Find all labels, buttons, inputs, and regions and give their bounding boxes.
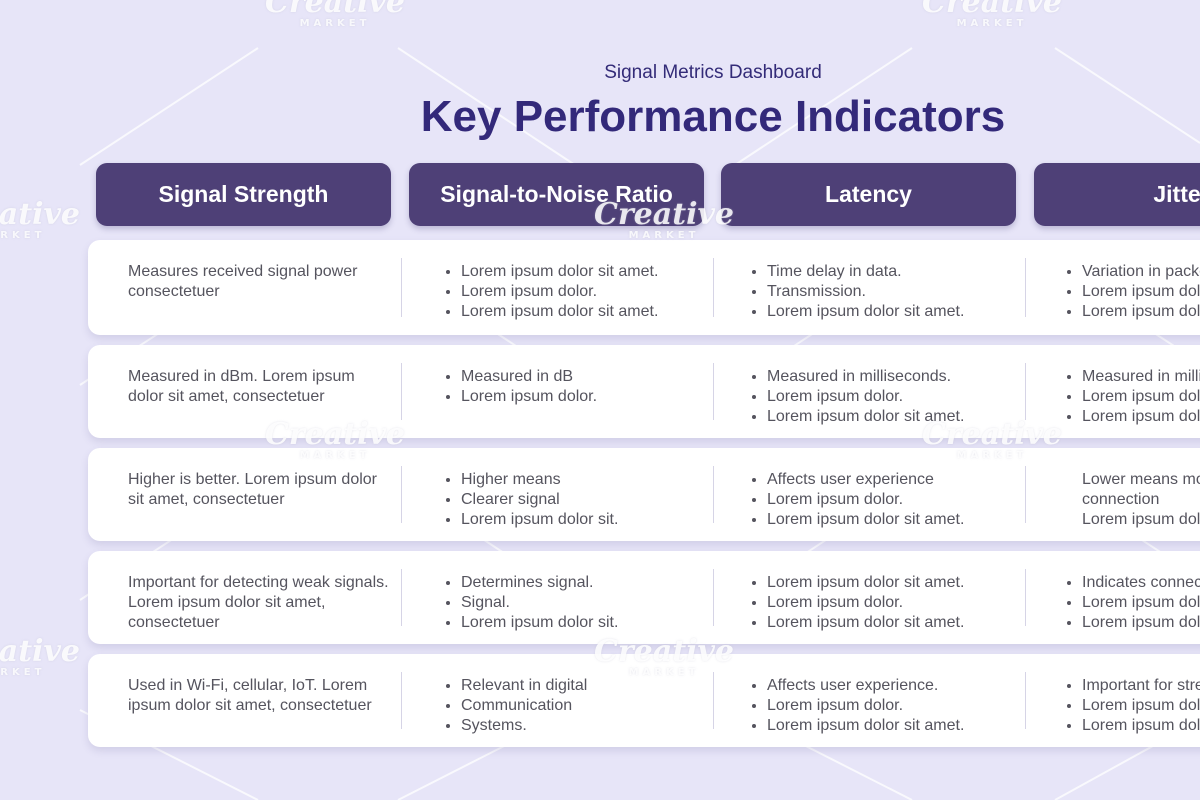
column-divider [401,258,402,317]
jitter-cell: Measured in milliseconds. Lorem ipsum do… [1055,367,1200,427]
list-item: Signal. [461,593,714,613]
jitter-cell: Indicates connection Lorem ipsum dolor. … [1055,573,1200,633]
table-row: Used in Wi-Fi, cellular, IoT. Lorem ipsu… [88,654,1200,747]
list-item: Indicates connection [1082,573,1200,593]
list-item: Clearer signal [461,490,714,510]
list-item: Affects user experience [767,470,1020,490]
list-item: Measured in dB [461,367,714,387]
list-item: Measured in milliseconds. [767,367,1020,387]
list-item: connection [1082,491,1160,508]
column-header-jitter: Jitter [1034,163,1200,226]
column-divider [713,258,714,317]
column-divider [401,672,402,729]
column-header-snr: Signal-to-Noise Ratio [409,163,704,226]
list-item: Lorem ipsum dolor. [461,282,714,302]
list-item: Lorem ipsum dolor sit amet. [1082,302,1200,322]
jitter-cell: Important for streaming Lorem ipsum dolo… [1055,676,1200,736]
list-item: Lorem ipsum dolor sit amet. [767,510,1020,530]
list-item: Transmission. [767,282,1020,302]
signal-strength-cell: Measures received signal power consectet… [128,263,358,300]
list-item: Lorem ipsum dolor. [767,387,1020,407]
list-item: Measured in milliseconds. [1082,367,1200,387]
column-divider [713,569,714,626]
column-divider [401,363,402,420]
list-item: Variation in packet [1082,262,1200,282]
column-divider [401,569,402,626]
dashboard-title: Key Performance Indicators [420,92,1006,141]
list-item: Lorem ipsum dolor sit amet. [461,262,714,282]
list-item: Time delay in data. [767,262,1020,282]
list-item: Determines signal. [461,573,714,593]
list-item: Lorem ipsum dolor sit amet. [767,613,1020,633]
latency-cell: Lorem ipsum dolor sit amet. Lorem ipsum … [740,573,1020,633]
column-divider [1025,363,1026,420]
list-item: Lorem ipsum dolor. [1082,696,1200,716]
latency-cell: Affects user experience Lorem ipsum dolo… [740,470,1020,530]
column-divider [1025,569,1026,626]
table-row: Important for detecting weak signals. Lo… [88,551,1200,644]
list-item: Important for streaming [1082,676,1200,696]
list-item: Higher means [461,470,714,490]
list-item: Lorem ipsum dolor sit amet. [461,302,714,322]
snr-cell: Lorem ipsum dolor sit amet. Lorem ipsum … [434,262,714,322]
latency-cell: Measured in milliseconds. Lorem ipsum do… [740,367,1020,427]
table-row: Measured in dBm. Lorem ipsum dolor sit a… [88,345,1200,438]
dashboard-subtitle: Signal Metrics Dashboard [604,62,822,83]
list-item: Lorem ipsum dolor. [767,490,1020,510]
list-item: Lorem ipsum dolor. [767,593,1020,613]
list-item: Communication [461,696,714,716]
column-header-signal-strength: Signal Strength [96,163,391,226]
list-item: Lorem ipsum dolor sit amet. [767,716,1020,736]
list-item: Lorem ipsum dolor sit amet. [1082,407,1200,427]
list-item: Relevant in digital [461,676,714,696]
list-item: Lorem ipsum dolor sit amet. [1082,511,1200,528]
snr-cell: Determines signal. Signal. Lorem ipsum d… [434,573,714,633]
column-divider [713,466,714,523]
snr-cell: Higher means Clearer signal Lorem ipsum … [434,470,714,530]
list-item: Lorem ipsum dolor. [1082,282,1200,302]
list-item: Lower means more stable [1082,471,1200,488]
column-divider [713,363,714,420]
column-header-latency: Latency [721,163,1016,226]
list-item: Lorem ipsum dolor. [461,387,714,407]
signal-strength-cell: Measured in dBm. Lorem ipsum dolor sit a… [128,368,355,405]
table-row: Higher is better. Lorem ipsum dolor sit … [88,448,1200,541]
column-divider [713,672,714,729]
list-item: Systems. [461,716,714,736]
column-divider [401,466,402,523]
jitter-cell: Variation in packet Lorem ipsum dolor. L… [1055,262,1200,322]
signal-strength-cell: Higher is better. Lorem ipsum dolor sit … [128,471,377,508]
signal-strength-cell: Important for detecting weak signals. Lo… [128,574,389,631]
latency-cell: Time delay in data. Transmission. Lorem … [740,262,1020,322]
list-item: Lorem ipsum dolor sit amet. [767,302,1020,322]
column-divider [1025,258,1026,317]
table-row: Measures received signal power consectet… [88,240,1200,335]
snr-cell: Relevant in digital Communication System… [434,676,714,736]
column-divider [1025,466,1026,523]
list-item: Lorem ipsum dolor sit amet. [1082,716,1200,736]
list-item: Lorem ipsum dolor sit. [461,510,714,530]
list-item: Lorem ipsum dolor sit. [461,613,714,633]
latency-cell: Affects user experience. Lorem ipsum dol… [740,676,1020,736]
column-divider [1025,672,1026,729]
list-item: Lorem ipsum dolor sit amet. [1082,613,1200,633]
list-item: Lorem ipsum dolor sit amet. [767,407,1020,427]
list-item: Affects user experience. [767,676,1020,696]
list-item: Lorem ipsum dolor. [767,696,1020,716]
jitter-cell: Lower means more stable connection Lorem… [1055,470,1200,530]
list-item: Lorem ipsum dolor sit amet. [767,573,1020,593]
snr-cell: Measured in dB Lorem ipsum dolor. [434,367,714,407]
list-item: Lorem ipsum dolor. [1082,387,1200,407]
list-item: Lorem ipsum dolor. [1082,593,1200,613]
signal-strength-cell: Used in Wi-Fi, cellular, IoT. Lorem ipsu… [128,677,372,714]
